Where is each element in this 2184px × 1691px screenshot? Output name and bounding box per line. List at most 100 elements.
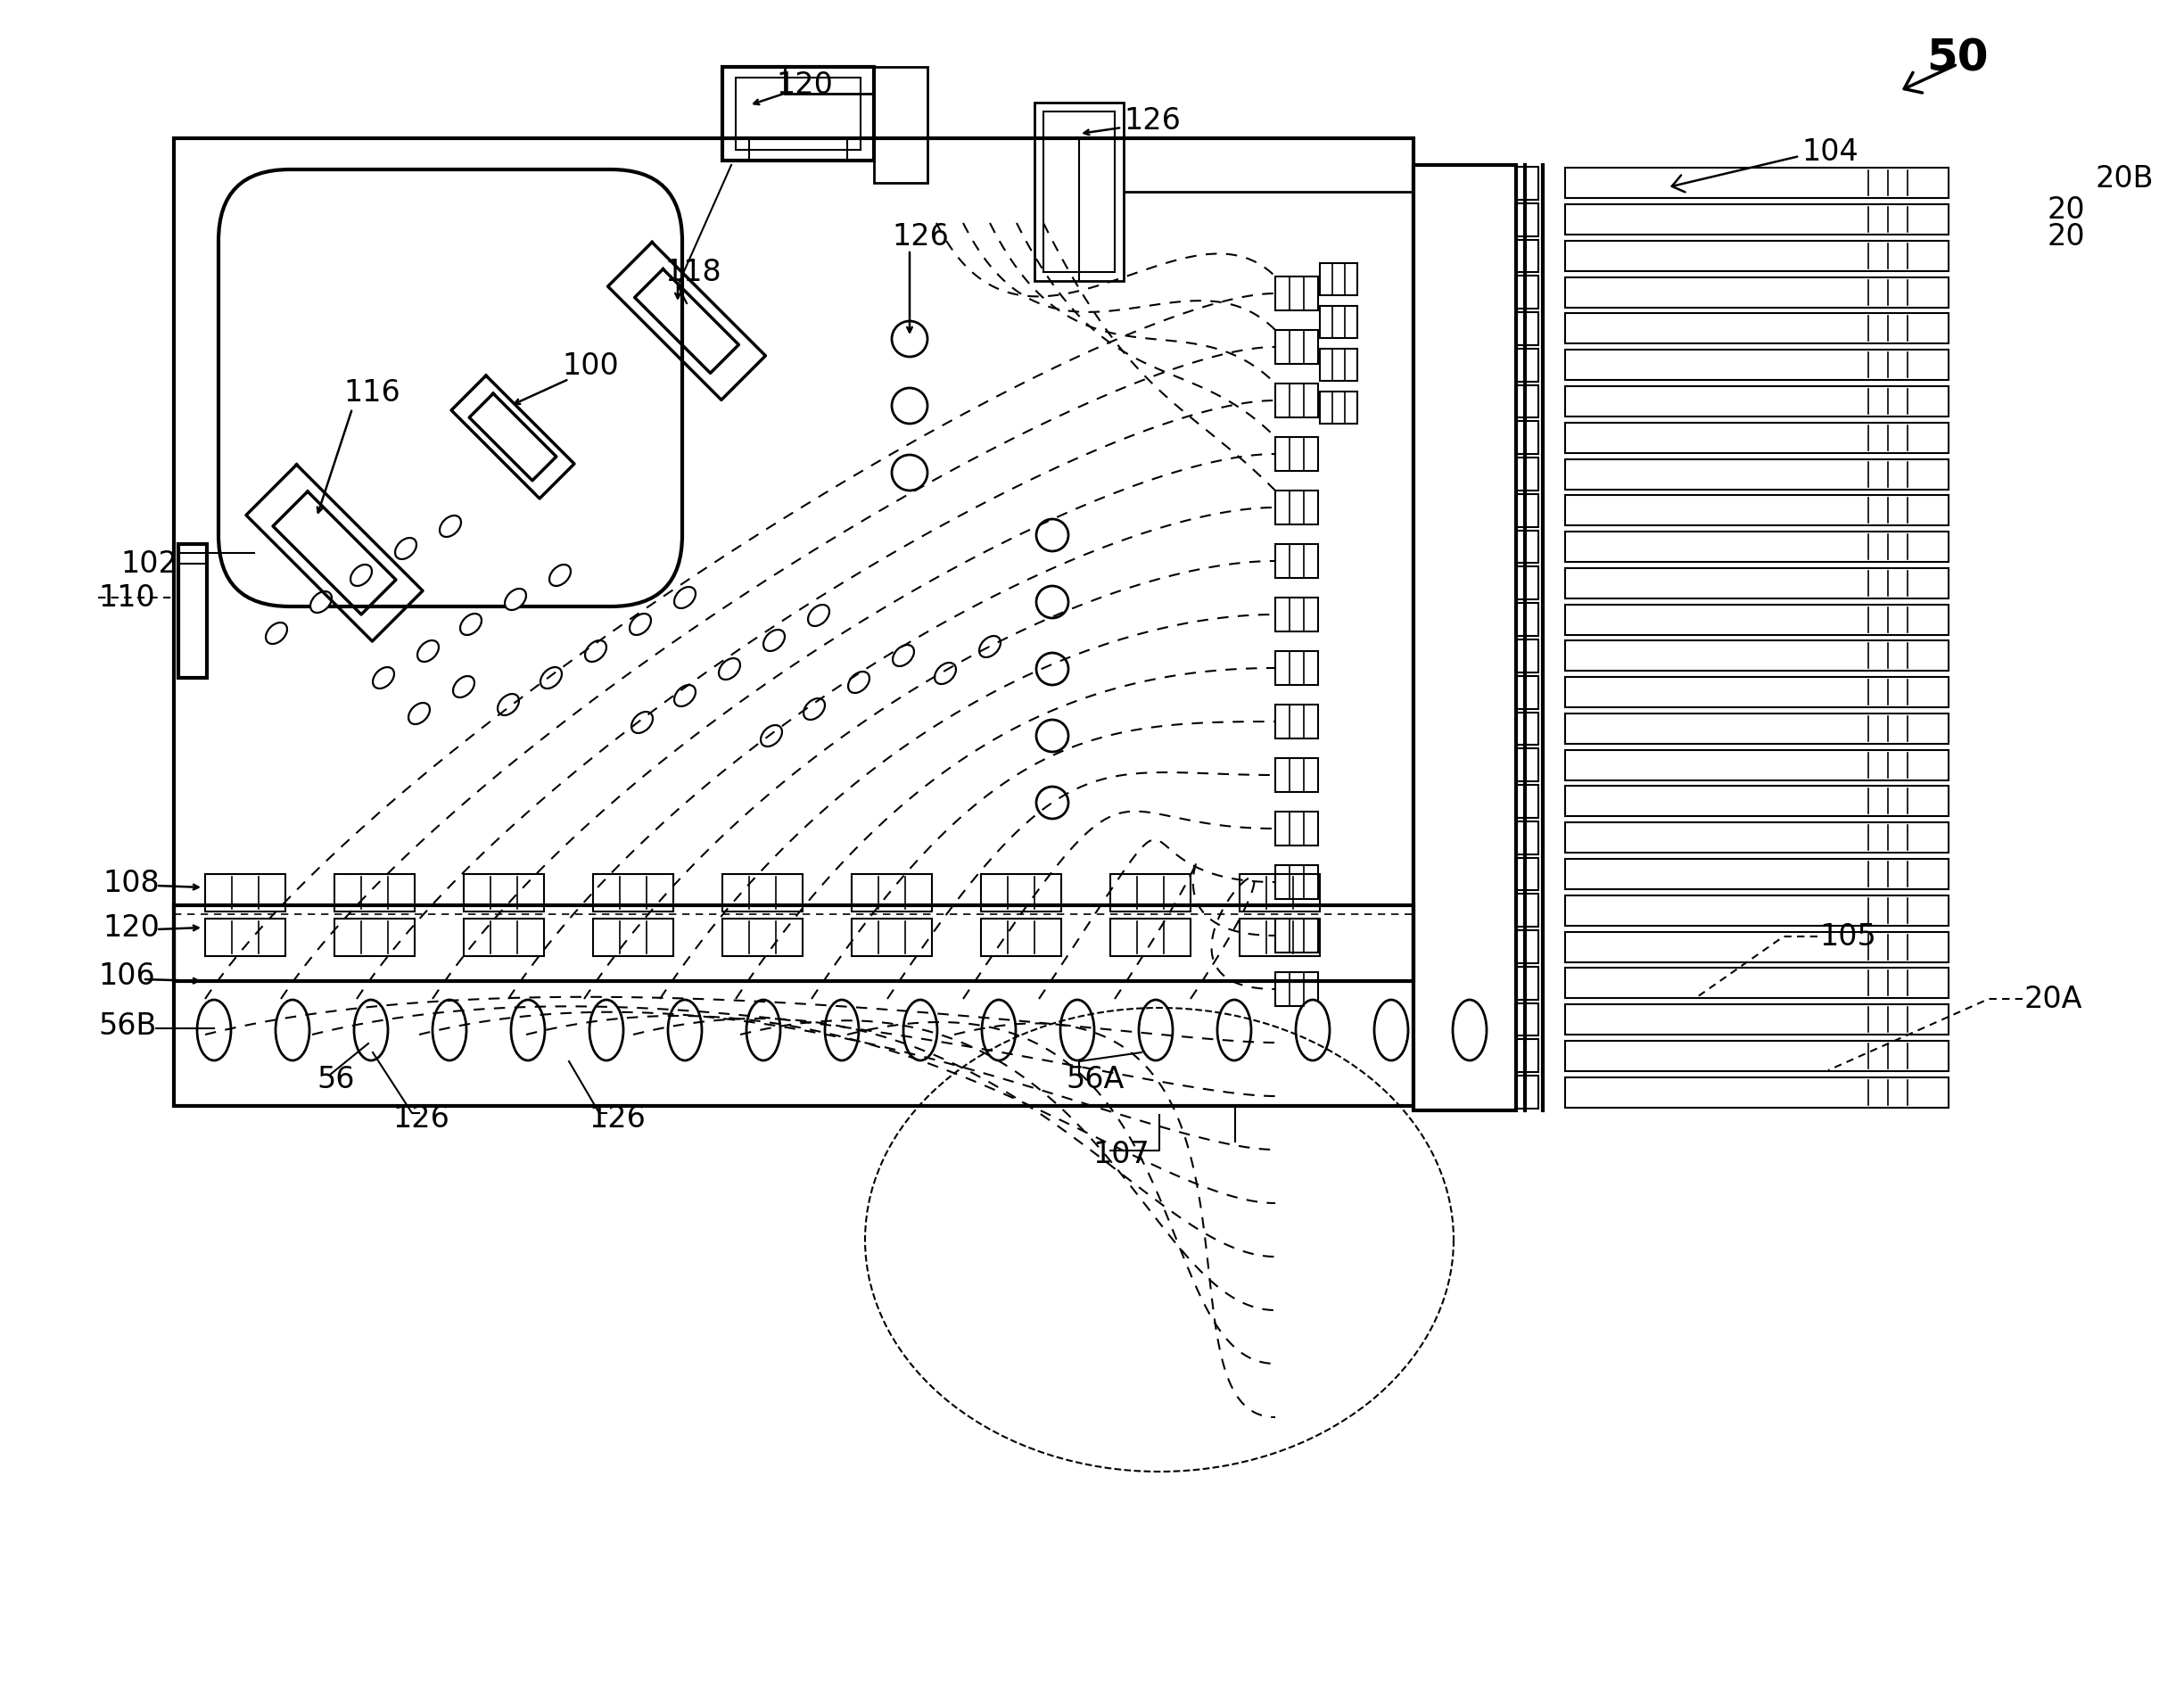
Bar: [1275, 758, 1319, 791]
Text: 110: 110: [98, 583, 155, 612]
Bar: [1516, 604, 1538, 636]
Bar: [1516, 930, 1538, 964]
Bar: [1275, 490, 1319, 524]
Bar: [1566, 277, 1948, 308]
Bar: [1109, 918, 1190, 955]
Text: 20: 20: [2046, 222, 2086, 250]
Bar: [1516, 749, 1538, 781]
Text: 126: 126: [393, 1104, 450, 1135]
Ellipse shape: [310, 592, 332, 612]
Bar: [1275, 436, 1319, 470]
Ellipse shape: [349, 565, 371, 585]
Bar: [874, 68, 928, 183]
Bar: [179, 545, 207, 678]
Bar: [594, 918, 673, 955]
Ellipse shape: [439, 516, 461, 536]
Bar: [175, 905, 1413, 981]
Ellipse shape: [417, 641, 439, 661]
Bar: [784, 68, 874, 93]
Circle shape: [1035, 720, 1068, 752]
Bar: [1566, 350, 1948, 380]
Ellipse shape: [804, 698, 826, 720]
Ellipse shape: [675, 587, 695, 609]
Ellipse shape: [498, 693, 520, 715]
Bar: [1275, 812, 1319, 846]
Bar: [334, 874, 415, 911]
Bar: [1566, 967, 1948, 998]
Bar: [1275, 597, 1319, 631]
Bar: [1516, 785, 1538, 818]
Bar: [981, 874, 1061, 911]
Bar: [723, 68, 874, 161]
Bar: [1566, 313, 1948, 343]
Bar: [1516, 712, 1538, 746]
Bar: [1109, 874, 1190, 911]
Ellipse shape: [719, 658, 740, 680]
Text: 126: 126: [1123, 107, 1182, 135]
Text: 56A: 56A: [1066, 1064, 1125, 1094]
Text: 118: 118: [664, 257, 721, 287]
Bar: [1566, 1040, 1948, 1070]
Bar: [1275, 651, 1319, 685]
Text: 20A: 20A: [2025, 984, 2084, 1013]
Bar: [1275, 330, 1319, 364]
Text: 120: 120: [103, 913, 159, 942]
Bar: [334, 918, 415, 955]
Circle shape: [1035, 587, 1068, 619]
Text: 104: 104: [1802, 137, 1859, 166]
Text: 20: 20: [2046, 194, 2086, 225]
Ellipse shape: [668, 999, 701, 1060]
Ellipse shape: [354, 999, 389, 1060]
Ellipse shape: [760, 725, 782, 746]
Bar: [1516, 531, 1538, 563]
Circle shape: [891, 455, 928, 490]
Bar: [175, 139, 1413, 1106]
Bar: [594, 874, 673, 911]
Bar: [1319, 306, 1356, 338]
Bar: [1319, 264, 1356, 296]
Ellipse shape: [935, 663, 957, 685]
Bar: [1275, 545, 1319, 578]
Ellipse shape: [747, 999, 780, 1060]
Bar: [1413, 166, 1516, 1111]
Text: 106: 106: [98, 962, 155, 991]
Text: 120: 120: [775, 69, 832, 100]
Bar: [736, 78, 860, 150]
Ellipse shape: [631, 712, 653, 734]
Bar: [1241, 918, 1319, 955]
Ellipse shape: [452, 676, 474, 697]
Bar: [1035, 103, 1123, 281]
Bar: [1275, 918, 1319, 952]
Bar: [1566, 1004, 1948, 1035]
Bar: [205, 874, 286, 911]
Bar: [1516, 1003, 1538, 1037]
Ellipse shape: [266, 622, 286, 644]
Bar: [1566, 786, 1948, 817]
Bar: [1566, 1077, 1948, 1108]
Bar: [1516, 639, 1538, 673]
Bar: [1516, 1075, 1538, 1109]
Bar: [1566, 859, 1948, 889]
Ellipse shape: [585, 641, 607, 661]
Circle shape: [891, 321, 928, 357]
Bar: [1566, 641, 1948, 671]
Ellipse shape: [590, 999, 622, 1060]
Circle shape: [1035, 786, 1068, 818]
Bar: [1566, 167, 1948, 198]
Ellipse shape: [373, 668, 393, 688]
Bar: [1516, 676, 1538, 709]
Bar: [1516, 458, 1538, 490]
Text: 50: 50: [1926, 37, 1987, 79]
Bar: [1516, 386, 1538, 418]
Ellipse shape: [1452, 999, 1487, 1060]
Bar: [463, 874, 544, 911]
Bar: [1566, 495, 1948, 526]
Bar: [1275, 705, 1319, 739]
Ellipse shape: [432, 999, 467, 1060]
Text: 105: 105: [1819, 922, 1876, 950]
Bar: [1566, 895, 1948, 925]
Bar: [1275, 866, 1319, 900]
Ellipse shape: [550, 565, 570, 585]
Ellipse shape: [904, 999, 937, 1060]
Bar: [1275, 277, 1319, 311]
